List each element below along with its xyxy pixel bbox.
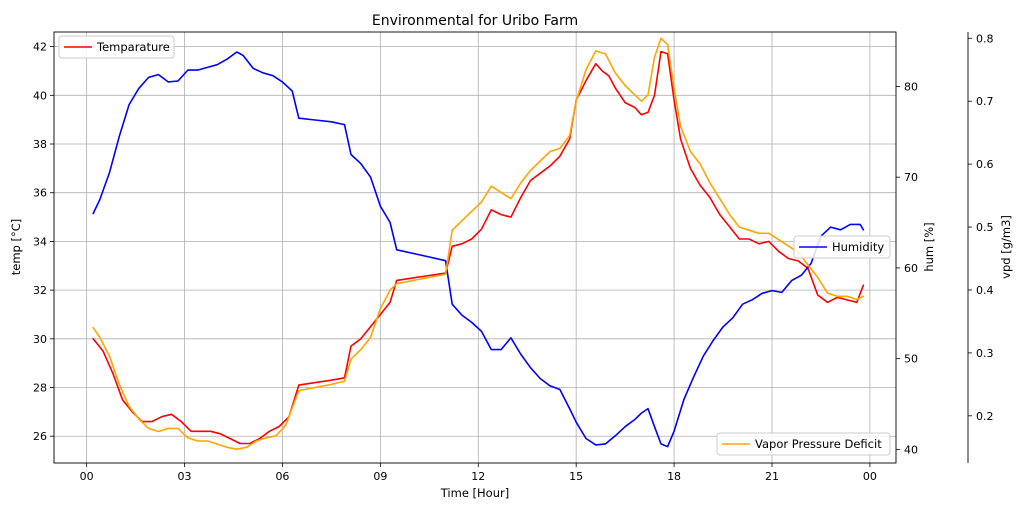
legend-temperature-label: Temparature: [96, 40, 170, 54]
temp-tick-label: 36: [33, 187, 47, 200]
vpd-tick-label: 0.2: [976, 410, 994, 423]
vpd-tick-label: 0.7: [976, 95, 994, 108]
x-axis-label: Time [Hour]: [440, 486, 509, 500]
vpd-tick-label: 0.5: [976, 221, 994, 234]
temp-tick-label: 26: [33, 430, 47, 443]
x-tick-label: 18: [667, 470, 681, 483]
series-lines: [92, 37, 865, 451]
humidity-line: [92, 51, 865, 448]
vpd-axis-label: vpd [g/m3]: [999, 215, 1013, 279]
temp-tick-label: 32: [33, 284, 47, 297]
hum-tick-label: 60: [904, 262, 918, 275]
x-tick-label: 09: [373, 470, 387, 483]
vpd-tick-label: 0.6: [976, 158, 994, 171]
temp-axis-label: temp [°C]: [9, 219, 23, 276]
hum-tick-label: 80: [904, 80, 918, 93]
legend-humidity-label: Humidity: [832, 240, 884, 254]
plot-frame: [53, 31, 897, 464]
temp-tick-label: 28: [33, 382, 47, 395]
hum-tick-label: 50: [904, 353, 918, 366]
vpd-tick-label: 0.8: [976, 32, 994, 45]
x-tick-label: 15: [569, 470, 583, 483]
hum-tick-label: 40: [904, 443, 918, 456]
x-tick-label: 00: [863, 470, 877, 483]
axes: [53, 31, 969, 464]
legend-temperature: Temparature: [58, 35, 175, 59]
x-tick-label: 03: [178, 470, 192, 483]
x-tick-label: 12: [471, 470, 485, 483]
temp-tick-label: 30: [33, 333, 47, 346]
temp-tick-label: 34: [33, 235, 47, 248]
x-tick-label: 06: [275, 470, 289, 483]
x-tick-label: 21: [765, 470, 779, 483]
vpd-tick-label: 0.4: [976, 284, 994, 297]
grid-lines: [54, 32, 896, 463]
hum-tick-label: 70: [904, 171, 918, 184]
chart-title: Environmental for Uribo Farm: [372, 13, 578, 29]
legend-vpd: Vapor Pressure Deficit: [716, 432, 891, 456]
x-tick-label: 00: [80, 470, 94, 483]
hum-axis-label: hum [%]: [922, 222, 936, 271]
temperature-line: [92, 50, 865, 445]
vpd-line: [92, 37, 865, 451]
temp-tick-label: 42: [33, 41, 47, 54]
legend-vpd-label: Vapor Pressure Deficit: [755, 437, 882, 451]
temp-tick-label: 40: [33, 89, 47, 102]
legend-humidity: Humidity: [793, 235, 891, 259]
temp-tick-label: 38: [33, 138, 47, 151]
axis-ticks: 00 03 06 09 12 15 18 21 00 26 28 30 32 34 36 38 40 42 40 50…: [33, 32, 994, 483]
vpd-tick-label: 0.3: [976, 347, 994, 360]
